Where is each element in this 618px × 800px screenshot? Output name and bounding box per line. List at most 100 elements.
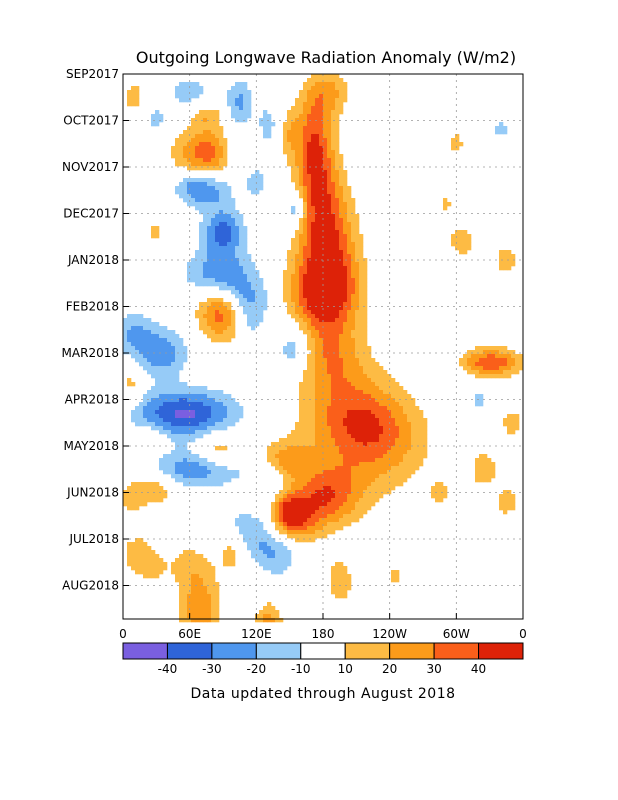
anomaly-cell [147,346,152,351]
anomaly-cell [263,122,268,127]
anomaly-cell [147,362,152,367]
anomaly-cell [291,486,296,491]
anomaly-cell [359,234,364,239]
anomaly-cell [351,382,356,387]
anomaly-cell [259,182,264,187]
anomaly-cell [327,198,332,203]
anomaly-cell [191,582,196,587]
anomaly-cell [247,530,252,535]
anomaly-cell [267,554,272,559]
anomaly-cell [175,414,180,419]
anomaly-cell [319,378,324,383]
anomaly-cell [327,518,332,523]
anomaly-cell [299,466,304,471]
anomaly-cell [379,430,384,435]
anomaly-cell [491,374,496,379]
anomaly-cell [151,338,156,343]
anomaly-cell [327,438,332,443]
anomaly-cell [291,254,296,259]
anomaly-cell [387,474,392,479]
anomaly-cell [191,82,196,87]
anomaly-cell [407,394,412,399]
anomaly-cell [343,94,348,99]
anomaly-cell [499,502,504,507]
anomaly-cell [319,122,324,127]
anomaly-cell [167,410,172,415]
anomaly-cell [303,390,308,395]
anomaly-cell [351,310,356,315]
anomaly-cell [327,118,332,123]
anomaly-cell [303,498,308,503]
anomaly-cell [215,330,220,335]
anomaly-cell [375,422,380,427]
anomaly-cell [327,334,332,339]
anomaly-cell [319,310,324,315]
anomaly-cell [295,274,300,279]
anomaly-cell [327,270,332,275]
anomaly-cell [347,314,352,319]
anomaly-cell [247,290,252,295]
anomaly-cell [515,414,520,419]
anomaly-cell [231,402,236,407]
anomaly-cell [311,82,316,87]
anomaly-cell [179,478,184,483]
anomaly-cell [347,218,352,223]
anomaly-cell [315,402,320,407]
anomaly-cell [295,486,300,491]
anomaly-cell [331,178,336,183]
anomaly-cell [499,262,504,267]
anomaly-cell [327,514,332,519]
anomaly-cell [299,98,304,103]
anomaly-cell [339,198,344,203]
anomaly-cell [199,394,204,399]
anomaly-cell [163,410,168,415]
anomaly-cell [343,186,348,191]
anomaly-cell [183,466,188,471]
anomaly-cell [311,230,316,235]
anomaly-cell [251,298,256,303]
anomaly-cell [315,486,320,491]
anomaly-cell [239,410,244,415]
anomaly-cell [347,238,352,243]
anomaly-cell [223,270,228,275]
anomaly-cell [131,482,136,487]
anomaly-cell [203,122,208,127]
anomaly-cell [343,282,348,287]
anomaly-cell [299,422,304,427]
anomaly-cell [199,250,204,255]
anomaly-cell [303,98,308,103]
anomaly-cell [223,422,228,427]
anomaly-cell [187,566,192,571]
anomaly-cell [159,422,164,427]
anomaly-cell [343,474,348,479]
anomaly-cell [307,126,312,131]
anomaly-cell [359,306,364,311]
anomaly-cell [327,358,332,363]
anomaly-cell [383,466,388,471]
anomaly-cell [339,226,344,231]
anomaly-cell [335,394,340,399]
anomaly-cell [343,590,348,595]
anomaly-cell [299,458,304,463]
anomaly-cell [303,434,308,439]
x-tick-label: 0 [119,627,127,641]
anomaly-cell [183,418,188,423]
anomaly-cell [343,82,348,87]
anomaly-cell [347,466,352,471]
anomaly-cell [407,450,412,455]
anomaly-cell [219,210,224,215]
anomaly-cell [175,470,180,475]
anomaly-cell [167,426,172,431]
anomaly-cell [343,174,348,179]
anomaly-cell [147,566,152,571]
anomaly-cell [307,114,312,119]
anomaly-cell [307,450,312,455]
anomaly-cell [195,258,200,263]
anomaly-cell [187,198,192,203]
anomaly-cell [227,286,232,291]
anomaly-cell [219,238,224,243]
anomaly-cell [335,278,340,283]
anomaly-cell [295,494,300,499]
anomaly-cell [383,390,388,395]
anomaly-cell [159,426,164,431]
